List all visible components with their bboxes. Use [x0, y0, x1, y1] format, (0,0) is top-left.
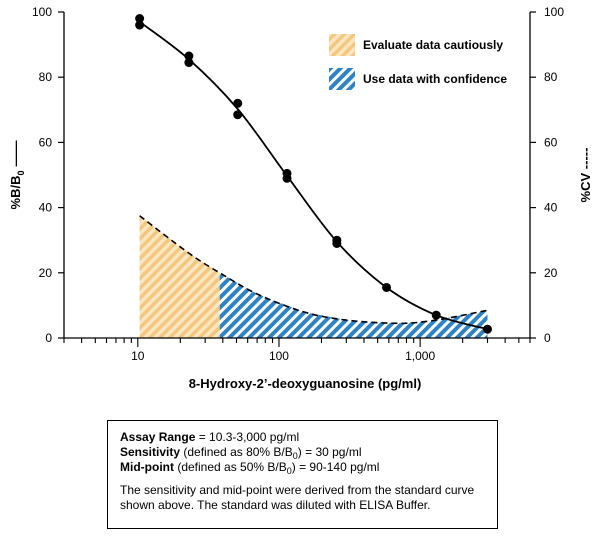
data-point: [184, 58, 194, 68]
chart: 0 0 20 20 40 40 60 60 80 80 100 100 10 100 1,000 Evalu…: [8, 5, 593, 391]
sensitivity-line: Sensitivity (defined as 80% B/B0) = 30 p…: [120, 445, 485, 461]
data-point: [233, 110, 243, 120]
y-tick-label-left: 0: [45, 331, 52, 345]
assay-range-line: Assay Range = 10.3-3,000 pg/ml: [120, 430, 485, 445]
series: [135, 14, 493, 334]
region-use-with-confidence: [219, 272, 488, 338]
data-point: [483, 324, 493, 334]
cv-curve: [139, 215, 488, 325]
midpoint-post: ) = 90-140 pg/ml: [291, 460, 380, 474]
y-tick-label-left: 80: [39, 70, 53, 84]
y-axis-title-left-sub: 0: [16, 171, 26, 176]
legend-swatch-cautious: [329, 34, 355, 56]
legend-label-cautious: Evaluate data cautiously: [363, 38, 503, 52]
assay-info-box: Assay Range = 10.3-3,000 pg/ml Sensitivi…: [107, 420, 498, 529]
data-point: [332, 238, 342, 248]
legend: Evaluate data cautiously Use data with co…: [329, 34, 507, 90]
midpoint-pre: (defined as 50% B/B: [173, 460, 287, 474]
x-axis-title: 8-Hydroxy-2’-deoxyguanosine (pg/ml): [189, 376, 422, 391]
y-tick-label-left: 100: [32, 5, 52, 19]
sensitivity-label: Sensitivity: [120, 445, 181, 459]
y-tick-label-right: 60: [544, 135, 558, 149]
legend-label-confidence: Use data with confidence: [363, 72, 507, 86]
data-point: [135, 20, 145, 30]
sensitivity-sub: 0: [292, 451, 298, 461]
note-text: The sensitivity and mid-point were deriv…: [120, 483, 475, 512]
y-tick-label-right: 100: [544, 5, 564, 19]
y-axis-title-right: %CV -----: [578, 148, 593, 203]
data-point: [233, 98, 243, 108]
x-tick-label: 100: [269, 349, 289, 363]
y-tick-label-right: 0: [544, 331, 551, 345]
y-axis-title-left-main: %B/B: [8, 176, 23, 210]
y-axis-title-left: %B/B0 ——: [8, 141, 26, 210]
assay-range-label: Assay Range: [120, 430, 196, 444]
midpoint-line: Mid-point (defined as 50% B/B0) = 90-140…: [120, 460, 485, 476]
sensitivity-pre: (defined as 80% B/B: [180, 445, 293, 459]
axis-labels: 8-Hydroxy-2’-deoxyguanosine (pg/ml)%B/B0…: [8, 141, 593, 391]
legend-swatch-confidence: [329, 68, 355, 90]
data-point: [382, 282, 392, 292]
y-tick-label-right: 40: [544, 201, 558, 215]
data-point: [431, 310, 441, 320]
y-tick-label-right: 20: [544, 266, 558, 280]
midpoint-sub: 0: [286, 466, 292, 476]
data-point: [184, 51, 194, 61]
y-axis-title-left-suffix: ——: [8, 141, 23, 167]
x-tick-label: 1,000: [405, 349, 435, 363]
y-tick-label-left: 60: [39, 135, 53, 149]
y-tick-label-left: 40: [39, 201, 53, 215]
shaded-regions: [139, 215, 488, 338]
axes: 0 0 20 20 40 40 60 60 80 80 100 100 10 100 1,000: [32, 5, 564, 363]
midpoint-label: Mid-point: [120, 460, 174, 474]
y-tick-label-left: 20: [39, 266, 53, 280]
y-tick-label-right: 80: [544, 70, 558, 84]
assay-range-value: = 10.3-3,000 pg/ml: [195, 430, 300, 444]
x-tick-label: 10: [131, 349, 145, 363]
data-point: [135, 14, 145, 24]
region-evaluate-cautiously: [139, 215, 220, 338]
sensitivity-post: ) = 30 pg/ml: [297, 445, 362, 459]
standard-curve: [139, 21, 488, 331]
data-point: [282, 173, 292, 183]
